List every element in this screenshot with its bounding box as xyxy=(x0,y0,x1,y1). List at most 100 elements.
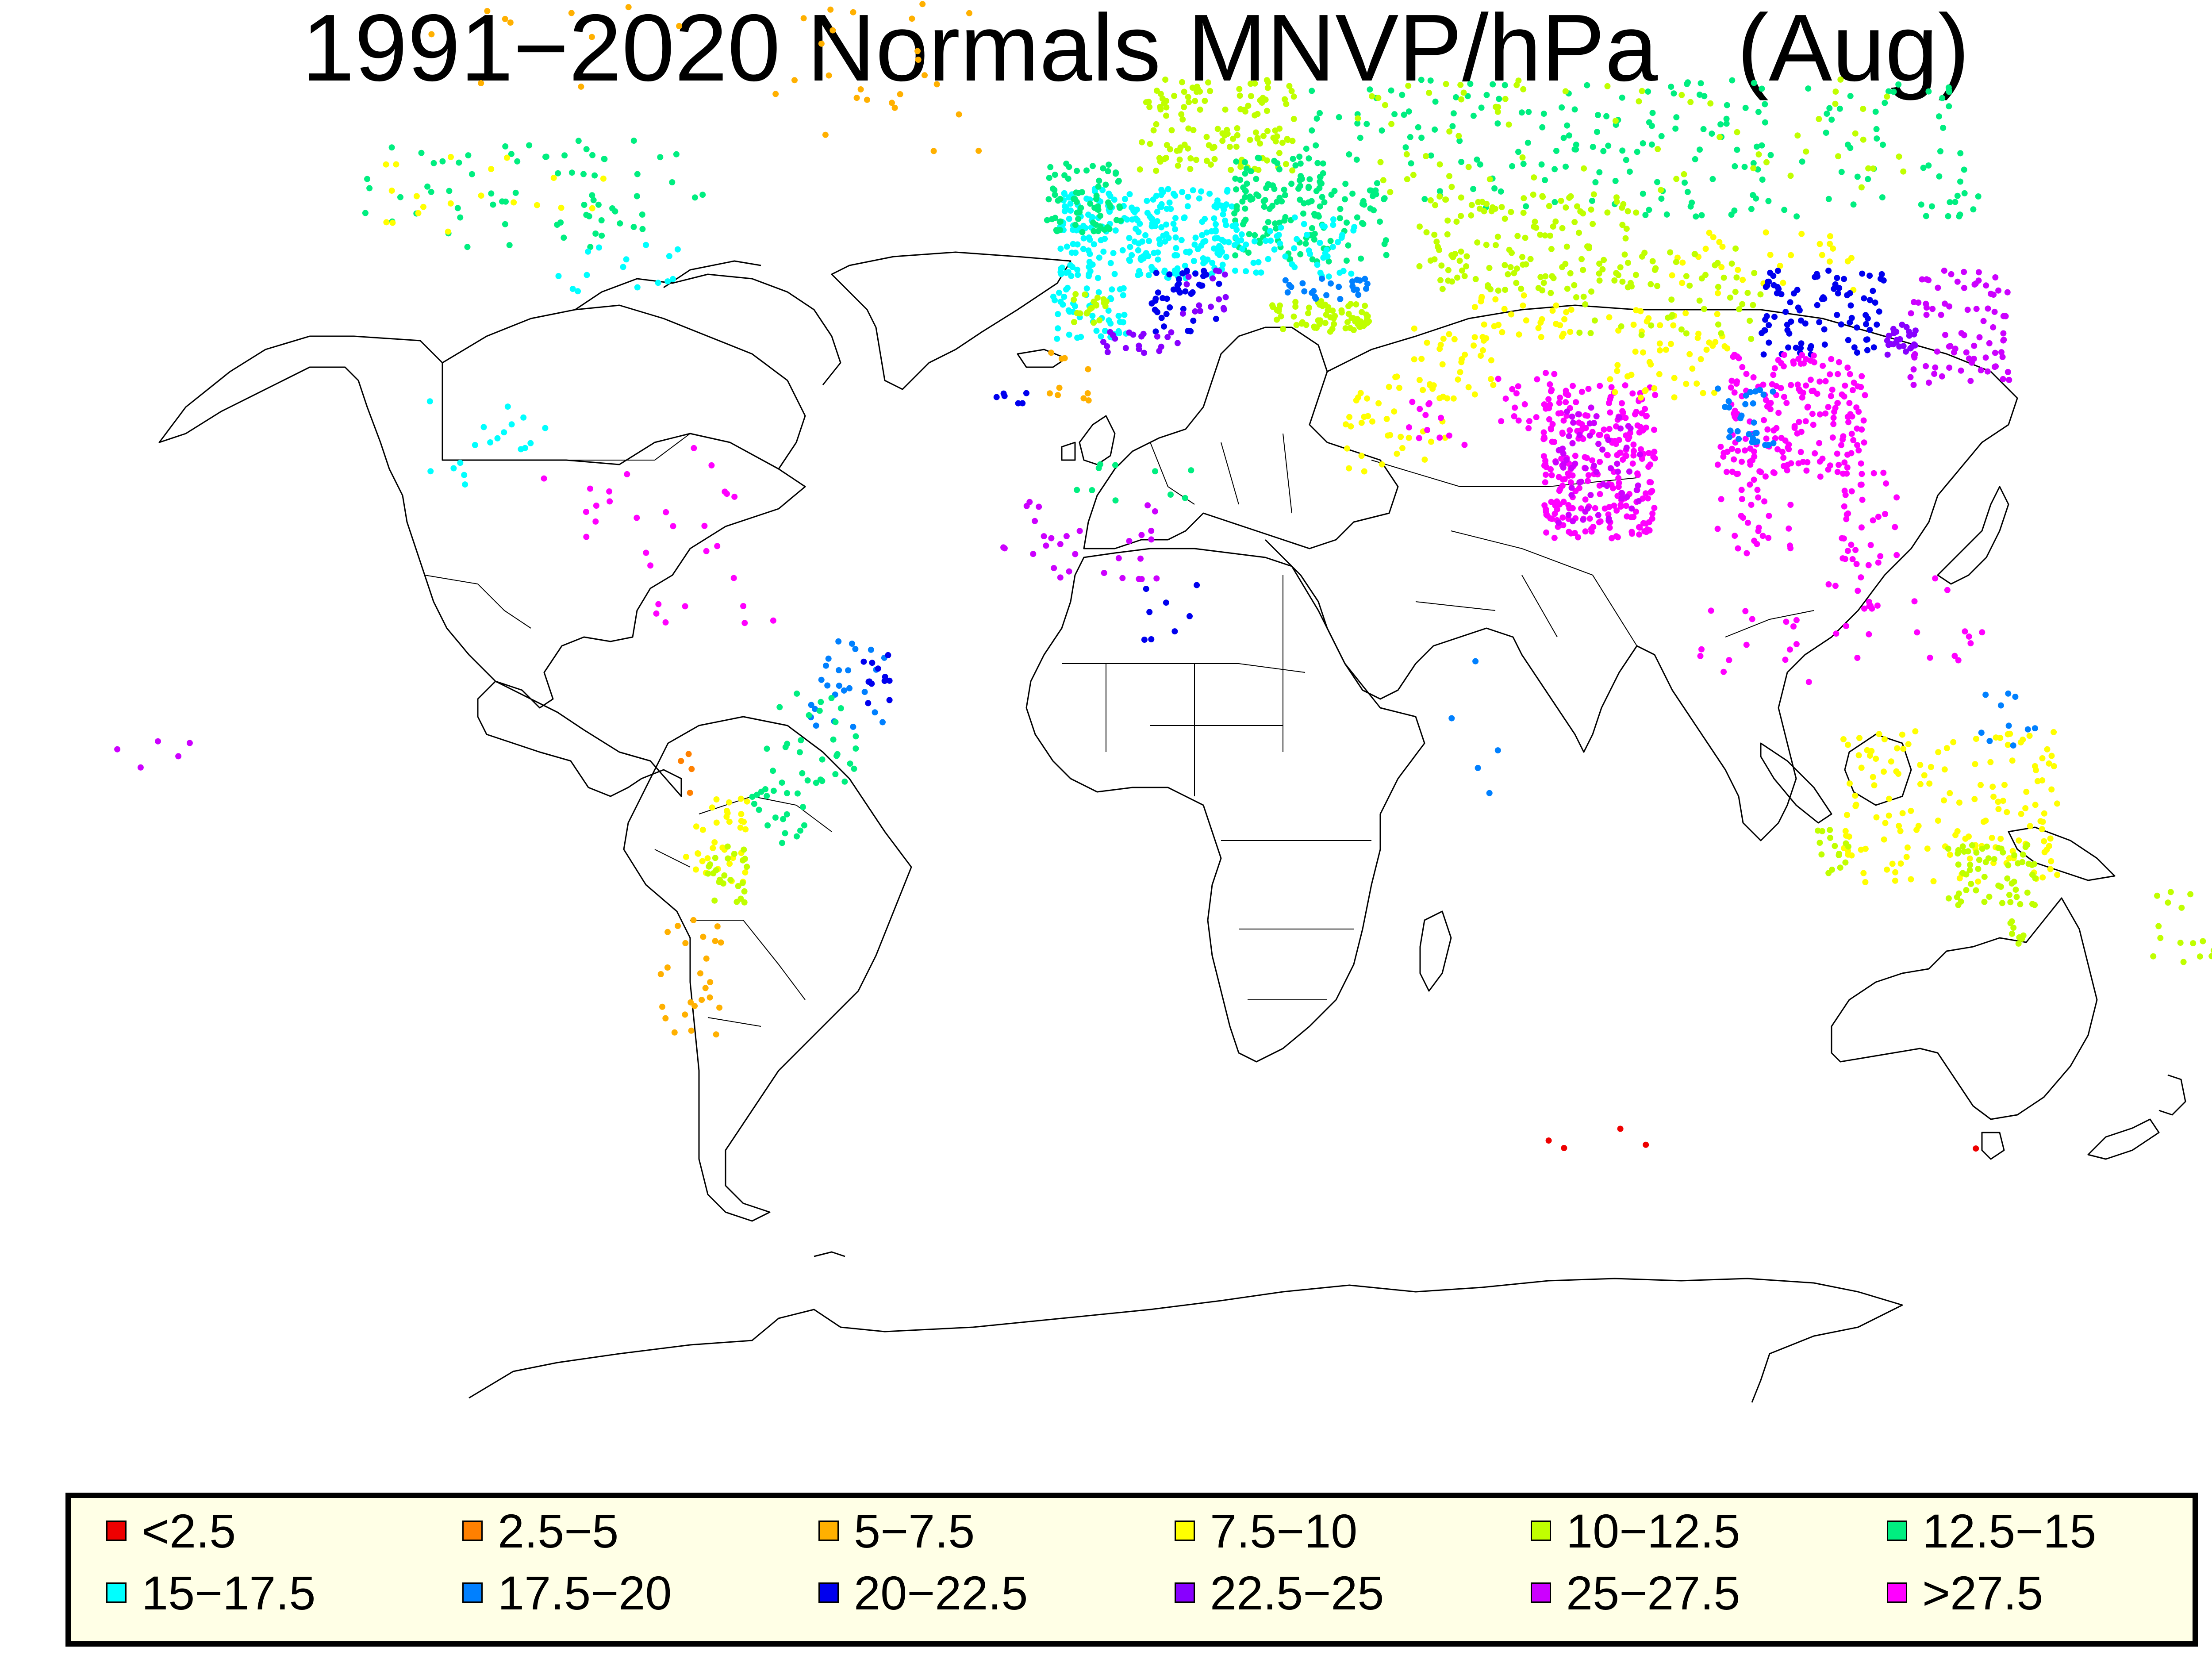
station-marker xyxy=(1417,406,1423,412)
station-marker xyxy=(589,152,596,158)
station-marker xyxy=(1874,602,1881,609)
station-marker xyxy=(1724,449,1731,455)
station-marker xyxy=(1317,301,1323,308)
station-marker xyxy=(707,994,713,1001)
legend-label: 12.5−15 xyxy=(1922,1504,2097,1558)
station-marker xyxy=(2150,953,2157,960)
station-marker xyxy=(502,15,508,22)
station-marker xyxy=(1331,321,1337,327)
station-marker xyxy=(1267,238,1274,244)
station-marker xyxy=(1723,120,1730,127)
station-marker xyxy=(1886,88,1892,95)
station-marker xyxy=(1959,870,1966,876)
station-marker xyxy=(1063,269,1069,276)
station-marker xyxy=(1896,822,1902,829)
station-marker xyxy=(1691,251,1698,257)
station-marker xyxy=(589,205,595,211)
station-marker xyxy=(457,460,464,466)
station-marker xyxy=(428,188,434,195)
station-marker xyxy=(1558,455,1565,462)
station-marker xyxy=(1997,735,2004,741)
station-marker xyxy=(1422,412,1429,419)
station-marker xyxy=(1455,133,1462,139)
station-marker xyxy=(1158,187,1165,193)
station-marker xyxy=(1871,782,1878,789)
station-marker xyxy=(1655,146,1661,152)
station-marker xyxy=(1658,187,1664,193)
station-marker xyxy=(583,534,590,540)
station-marker xyxy=(1165,235,1172,242)
station-marker xyxy=(1783,399,1790,406)
station-marker xyxy=(1030,551,1037,557)
station-marker xyxy=(1881,768,1887,775)
station-marker xyxy=(1426,89,1432,96)
station-marker xyxy=(1998,349,2005,356)
station-marker xyxy=(1317,317,1324,324)
station-marker xyxy=(1140,255,1147,261)
station-marker xyxy=(1649,510,1656,517)
station-marker xyxy=(1211,215,1217,222)
station-marker xyxy=(1153,575,1160,582)
station-marker xyxy=(1494,108,1501,115)
station-marker xyxy=(1560,464,1567,471)
station-marker xyxy=(1668,84,1674,90)
legend-item: 7.5−10 xyxy=(1175,1500,1357,1562)
station-marker xyxy=(861,689,868,695)
station-marker xyxy=(1181,88,1187,95)
station-marker xyxy=(1355,115,1361,122)
station-marker xyxy=(1382,102,1388,108)
station-marker xyxy=(518,446,524,453)
station-marker xyxy=(1850,201,1857,208)
legend-label: <2.5 xyxy=(142,1504,236,1558)
new-zealand-outline xyxy=(2087,1074,2186,1160)
station-marker xyxy=(726,860,733,867)
station-marker xyxy=(1377,159,1384,165)
station-marker xyxy=(1295,185,1302,192)
station-marker xyxy=(1590,221,1596,227)
station-marker xyxy=(1582,301,1589,307)
station-marker xyxy=(1502,262,1508,269)
station-marker xyxy=(1848,315,1855,321)
station-marker xyxy=(1822,410,1829,417)
station-marker xyxy=(1377,219,1383,225)
station-marker xyxy=(1968,880,1974,887)
station-marker xyxy=(1240,221,1246,227)
station-marker xyxy=(1830,421,1837,427)
station-marker xyxy=(737,895,744,902)
station-marker xyxy=(1825,267,1832,274)
station-marker xyxy=(1914,629,1920,636)
station-marker xyxy=(1566,433,1572,439)
station-marker xyxy=(1642,490,1649,497)
station-marker xyxy=(1284,289,1291,296)
station-marker xyxy=(1751,80,1757,86)
station-marker xyxy=(710,870,717,876)
station-marker xyxy=(806,712,812,718)
station-marker xyxy=(1224,188,1230,195)
station-marker xyxy=(2024,889,2031,896)
station-marker xyxy=(966,10,972,16)
station-marker xyxy=(2010,925,2017,931)
station-marker xyxy=(1619,278,1626,285)
station-marker xyxy=(1897,336,1903,342)
station-marker xyxy=(725,855,731,862)
station-marker xyxy=(2180,959,2187,965)
station-marker xyxy=(1759,142,1765,149)
station-marker xyxy=(2041,810,2047,817)
station-marker xyxy=(1836,461,1842,468)
station-marker xyxy=(445,228,451,235)
station-marker xyxy=(1515,417,1522,424)
station-marker xyxy=(1102,303,1109,309)
station-marker xyxy=(1465,384,1472,391)
station-marker xyxy=(1525,425,1532,431)
station-marker xyxy=(711,897,718,904)
station-marker xyxy=(1605,517,1612,524)
station-marker xyxy=(1060,301,1066,308)
station-marker xyxy=(1568,484,1575,491)
station-marker xyxy=(1900,168,1907,175)
station-marker xyxy=(1763,159,1770,165)
station-marker xyxy=(541,475,547,482)
station-marker xyxy=(1644,318,1650,325)
station-marker xyxy=(1702,272,1709,278)
station-marker xyxy=(1101,570,1107,576)
station-marker xyxy=(1379,461,1385,468)
